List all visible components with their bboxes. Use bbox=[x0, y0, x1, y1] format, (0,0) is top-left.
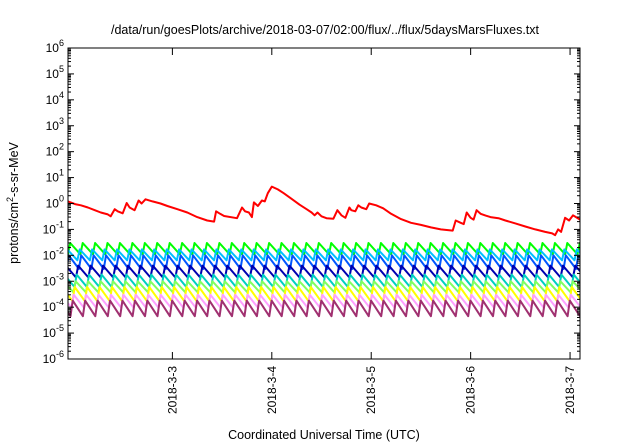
x-axis-label: Coordinated Universal Time (UTC) bbox=[228, 428, 420, 442]
series-line-1 bbox=[68, 242, 580, 256]
y-axis-label: protons/cm2-s-sr-MeV bbox=[5, 141, 21, 263]
y-tick-label: 101 bbox=[46, 168, 64, 185]
series-line-2 bbox=[68, 248, 580, 262]
y-axis-label-superscript: 2 bbox=[5, 197, 15, 202]
series-line-9 bbox=[68, 299, 580, 318]
y-tick-label: 100 bbox=[46, 194, 64, 211]
y-tick-label: 10-6 bbox=[43, 349, 64, 366]
x-tick-label: 2018-3-5 bbox=[364, 366, 378, 414]
y-tick-label: 106 bbox=[46, 38, 64, 55]
y-tick-label: 10-5 bbox=[43, 323, 64, 340]
y-tick-label: 10-1 bbox=[43, 219, 64, 236]
chart-title: /data/run/goesPlots/archive/2018-03-07/0… bbox=[111, 23, 540, 37]
y-tick-label: 10-3 bbox=[43, 271, 64, 288]
y-axis-label-suffix: -s-sr-MeV bbox=[7, 141, 21, 197]
x-tick-label: 2018-3-6 bbox=[464, 366, 478, 414]
y-tick-label: 10-2 bbox=[43, 245, 64, 262]
x-tick-label: 2018-3-7 bbox=[563, 366, 577, 414]
x-tick-label: 2018-3-3 bbox=[165, 366, 179, 414]
series-line-red bbox=[68, 185, 580, 237]
y-tick-label: 104 bbox=[46, 90, 64, 107]
y-axis-label-main: protons/cm bbox=[7, 202, 21, 264]
y-tick-label: 103 bbox=[46, 116, 64, 133]
y-tick-label: 105 bbox=[46, 64, 64, 81]
y-tick-label: 102 bbox=[46, 142, 64, 159]
y-tick-label: 10-4 bbox=[43, 297, 64, 314]
x-tick-label: 2018-3-4 bbox=[265, 366, 279, 414]
